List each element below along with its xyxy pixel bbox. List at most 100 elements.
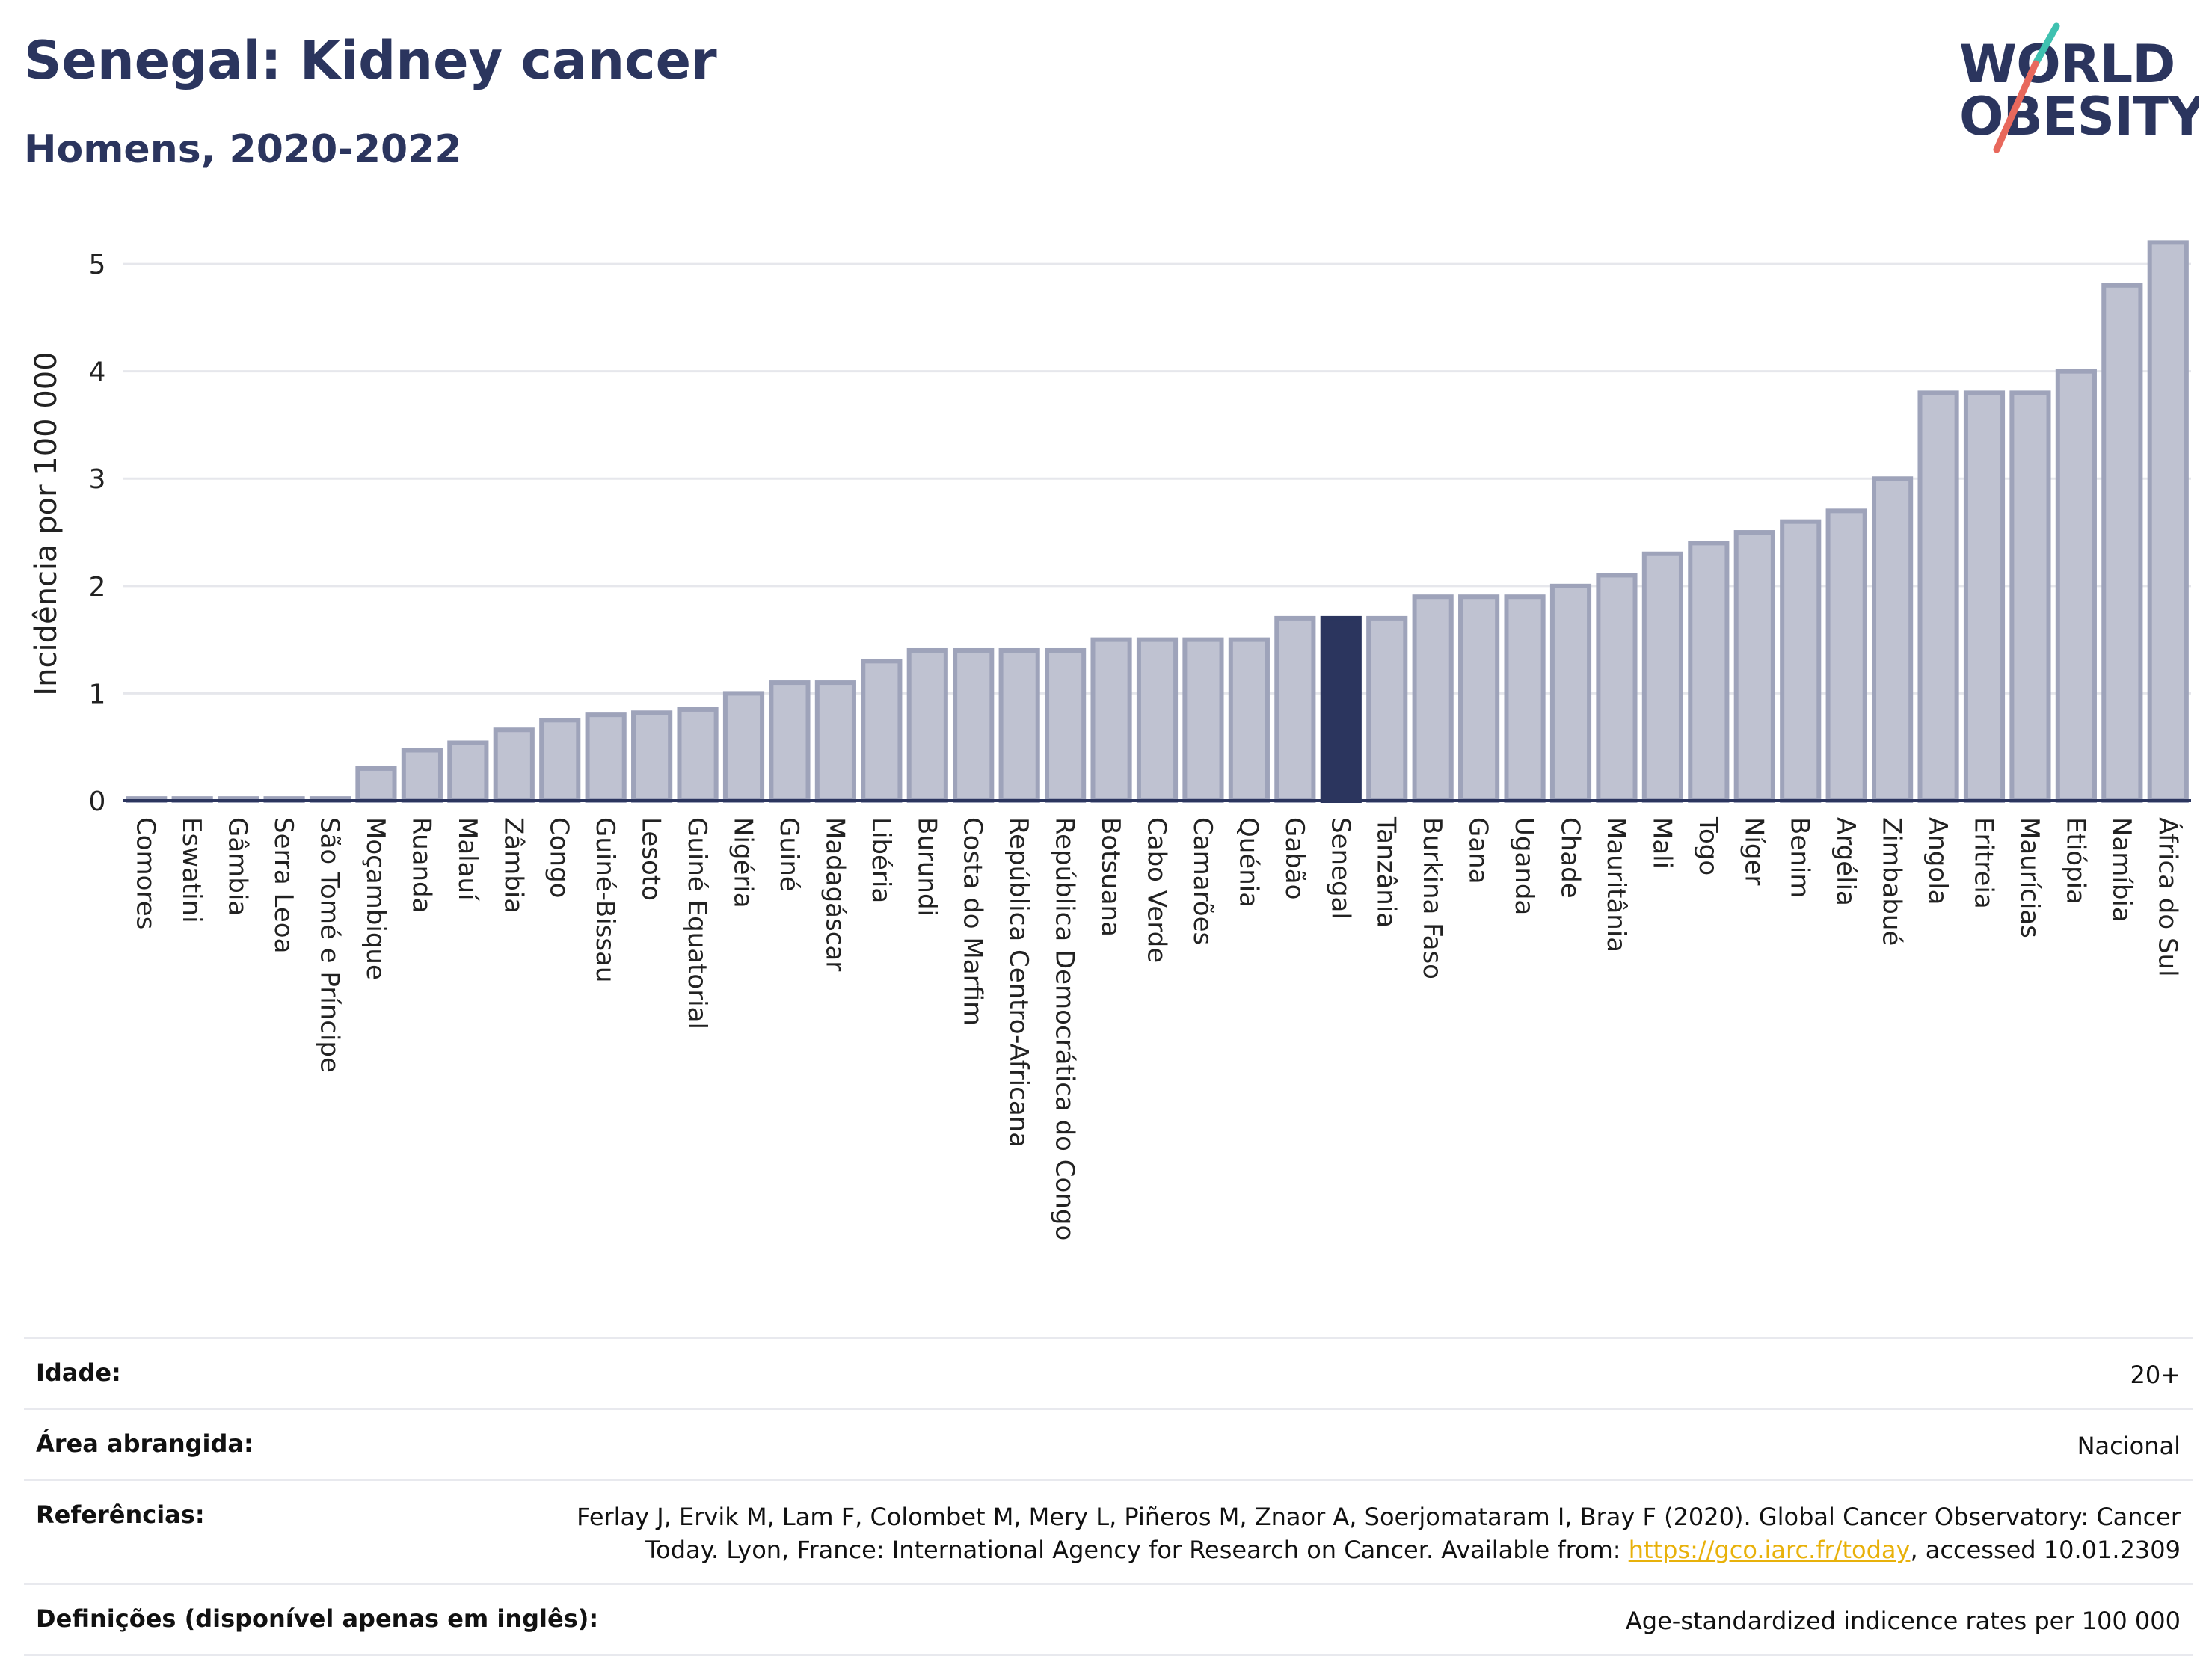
bar-tanzânia [1366,615,1408,803]
bar-namíbia [2101,283,2143,803]
x-tick-label: Guiné-Bissau [590,817,620,982]
category-labels: Comores Eswatini Gâmbia Serra Leoa São Tomé … [131,816,2184,1240]
chart-footer: Idade: 20+ Área abrangida: Nacional Refe… [24,1337,2193,1656]
bar-maurícias [2009,390,2051,803]
x-tick-label: Togo [1693,816,1723,875]
page-subtitle: Homens, 2020-2022 [24,127,462,172]
bar-uganda [1504,594,1546,803]
bar-madagáscar [814,680,856,803]
y-tick-label: 5 [89,250,106,280]
axes: 0 1 2 3 4 5 Incidência por 100 000 [29,250,2191,817]
x-tick-label: Maurícias [2015,817,2044,938]
x-tick-label: Uganda [1509,817,1539,915]
x-tick-label: Mali [1647,817,1677,869]
bar-burundi [906,647,948,804]
x-tick-label: Mauritânia [1601,817,1631,952]
x-tick-label: Congo [544,817,574,898]
bar-ruanda [401,748,443,803]
bar-botsuana [1090,637,1132,803]
footer-row-area: Área abrangida: Nacional [24,1408,2193,1479]
x-tick-label: República Centro-Africana [1004,817,1033,1148]
x-tick-label: Quénia [1233,817,1263,908]
y-tick-label: 3 [89,464,106,495]
x-tick-label: Angola [1923,817,1953,905]
bar-etiópia [2055,369,2097,803]
footer-value-area: Nacional [2077,1432,2181,1460]
x-tick-label: Argélia [1831,817,1861,906]
footer-value-definitions: Age-standardized indicence rates per 100… [1625,1607,2181,1635]
x-tick-label: Gabão [1279,817,1309,899]
bar-argélia [1825,508,1867,803]
bar-mali [1641,551,1683,803]
x-tick-label: Costa do Marfim [958,817,988,1026]
x-tick-label: Namíbia [2107,817,2136,923]
bar-república-centro-africana [998,647,1040,804]
y-tick-label: 2 [89,572,106,603]
logo-line1: WORLD [1959,34,2175,95]
x-tick-label: África do Sul [2152,817,2183,977]
y-axis-label: Incidência por 100 000 [29,351,64,695]
x-tick-label: São Tomé e Príncipe [315,817,345,1073]
bar-malauí [447,740,489,804]
footer-row-definitions: Definições (disponível apenas em inglês)… [24,1583,2193,1656]
bar-chart: 0 1 2 3 4 5 Incidência por 100 000 Comores Eswa… [29,240,2191,1240]
x-tick-label: Serra Leoa [268,817,298,953]
x-tick-label: Zâmbia [498,817,528,914]
bar-guiné [769,680,811,803]
x-tick-label: Camarões [1188,817,1217,945]
reference-accessed: , accessed 10.01.2309 [1910,1536,2181,1564]
footer-label-definitions: Definições (disponível apenas em inglês)… [36,1604,599,1633]
footer-label-area: Área abrangida: [36,1429,254,1458]
bar-nigéria [722,691,765,803]
x-tick-label: República Democrática do Congo [1050,817,1080,1240]
bar-níger [1733,530,1775,803]
y-tick-label: 0 [89,787,106,817]
bar-senegal [1320,615,1362,803]
bar-mauritânia [1596,573,1638,803]
bar-benim [1780,519,1822,803]
bar-congo [539,718,581,804]
bar-gabão [1274,615,1316,803]
x-tick-label: Cabo Verde [1142,817,1172,963]
x-tick-label: Burkina Faso [1417,817,1447,979]
bar-república-democrática-do-congo [1045,647,1087,804]
x-tick-label: Nigéria [728,817,758,908]
x-tick-label: Ruanda [406,817,436,913]
bar-cabo-verde [1136,637,1179,803]
logo-slash-teal [2032,22,2060,67]
logo-slash-coral [1993,60,2039,153]
bars [126,240,2189,804]
y-tick-label: 1 [89,679,106,710]
bar-moçambique [355,766,397,803]
x-tick-label: Tanzânia [1371,816,1401,928]
reference-text: Ferlay J, Ervik M, Lam F, Colombet M, Me… [577,1503,2181,1564]
bar-zimbabué [1872,476,1914,803]
x-tick-label: Eritreia [1969,817,1999,909]
x-tick-label: Senegal [1325,817,1355,920]
bar-zâmbia [493,727,535,803]
world-obesity-logo: WORLD OBESITY [1959,22,2199,153]
bar-guiné-bissau [585,712,627,804]
x-tick-label: Madagáscar [820,817,850,971]
footer-row-references: Referências: Ferlay J, Ervik M, Lam F, C… [24,1479,2193,1583]
bar-lesoto [631,710,673,803]
x-tick-label: Níger [1739,817,1769,885]
x-tick-label: Chade [1555,817,1585,899]
bar-libéria [861,659,903,803]
x-tick-label: Botsuana [1096,817,1125,937]
bar-angola [1917,390,1959,803]
x-tick-label: Zimbabué [1877,817,1907,946]
bar-quénia [1228,637,1270,803]
bar-áfrica-do-sul [2147,240,2189,803]
x-tick-label: Malauí [452,817,482,902]
x-tick-label: Comores [131,817,161,929]
reference-link[interactable]: https://gco.iarc.fr/today [1628,1536,1911,1564]
bar-costa-do-marfim [953,647,995,804]
y-tick-label: 4 [89,357,106,388]
x-tick-label: Gana [1463,817,1493,884]
x-tick-label: Guiné Equatorial [682,817,712,1029]
bar-chade [1549,583,1592,803]
bar-camarões [1182,637,1224,803]
bar-guiné-equatorial [677,707,719,803]
logo-line2: OBESITY [1959,86,2199,147]
